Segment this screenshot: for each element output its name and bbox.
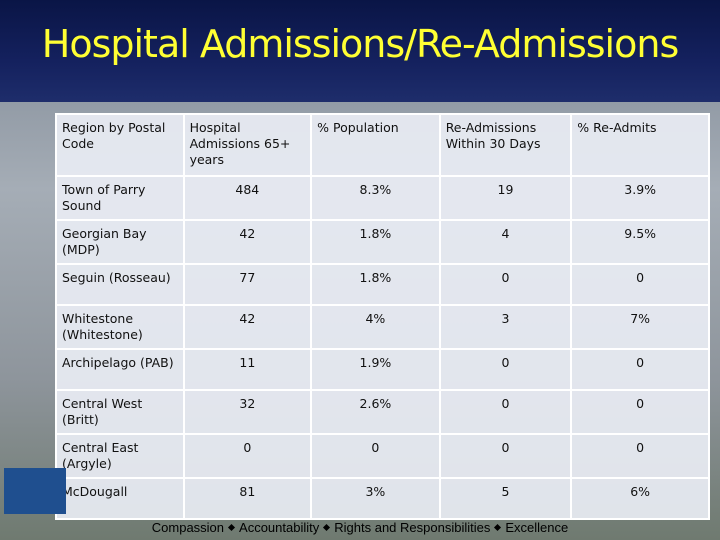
value-cell: 0 [182,433,313,479]
value-cell: 9.5% [570,219,710,265]
separator [323,523,331,532]
value-cell: 4 [438,219,573,265]
table-row: Georgian Bay (MDP) 42 1.8% 4 9.5% [55,219,710,265]
title-bar: Hospital Admissions/Re-Admissions [0,0,720,102]
value-cell: 3% [310,477,441,520]
value-cell: 2.6% [310,389,441,435]
table-row: Central West (Britt) 32 2.6% 0 0 [55,389,710,435]
value-cell: 0 [570,389,710,435]
table-body: Town of Parry Sound 484 8.3% 19 3.9% Georgian… [55,175,710,520]
value-cell: 42 [182,304,313,350]
column-header: Region by Postal Code [55,113,185,177]
value-cell: 0 [310,433,441,479]
column-header: % Population [310,113,441,177]
value-cell: 0 [438,263,573,306]
value-cell: 0 [438,348,573,391]
region-cell: Central East (Argyle) [55,433,185,479]
value-cell: 0 [570,433,710,479]
header-row: Region by Postal Code Hospital Admissions… [55,113,710,177]
value-cell: 4% [310,304,441,350]
table-row: Whitestone (Whitestone) 42 4% 3 7% [55,304,710,350]
value-cell: 0 [438,389,573,435]
value-cell: 1.8% [310,219,441,265]
value-cell: 1.8% [310,263,441,306]
footer-value: Rights and Responsibilities [334,520,491,535]
region-cell: Town of Parry Sound [55,175,185,221]
region-cell: Central West (Britt) [55,389,185,435]
value-cell: 11 [182,348,313,391]
region-cell: Georgian Bay (MDP) [55,219,185,265]
table-row: Archipelago (PAB) 11 1.9% 0 0 [55,348,710,391]
title: Hospital Admissions/Re-Admissions [41,22,680,66]
table: Region by Postal Code Hospital Admissions… [55,113,710,520]
table-row: Seguin (Rosseau) 77 1.8% 0 0 [55,263,710,306]
table-row: McDougall 81 3% 5 6% [55,477,710,520]
column-header: Re-Admissions Within 30 Days [438,113,573,177]
column-header: % Re-Admits [570,113,710,177]
value-cell: 81 [182,477,313,520]
table-row: Town of Parry Sound 484 8.3% 19 3.9% [55,175,710,221]
region-cell: Archipelago (PAB) [55,348,185,391]
footer: Compassion Accountability Rights and Respo… [0,520,720,535]
value-cell: 5 [438,477,573,520]
value-cell: 3.9% [570,175,710,221]
footer-value: Accountability [239,520,320,535]
value-cell: 3 [438,304,573,350]
value-cell: 0 [438,433,573,479]
value-cell: 32 [182,389,313,435]
value-cell: 7% [570,304,710,350]
separator [227,523,236,532]
region-cell: Seguin (Rosseau) [55,263,185,306]
value-cell: 77 [182,263,313,306]
region-cell: McDougall [55,477,185,520]
separator [494,523,502,532]
table-row: Central East (Argyle) 0 0 0 0 [55,433,710,479]
value-cell: 6% [570,477,710,520]
column-header: Hospital Admissions 65+ years [182,113,313,177]
value-cell: 484 [182,175,313,221]
value-cell: 1.9% [310,348,441,391]
value-cell: 0 [570,263,710,306]
logo [4,468,66,514]
footer-value: Compassion [151,520,225,535]
footer-value: Excellence [505,520,569,535]
value-cell: 0 [570,348,710,391]
value-cell: 19 [438,175,573,221]
value-cell: 8.3% [310,175,441,221]
value-cell: 42 [182,219,313,265]
region-cell: Whitestone (Whitestone) [55,304,185,350]
